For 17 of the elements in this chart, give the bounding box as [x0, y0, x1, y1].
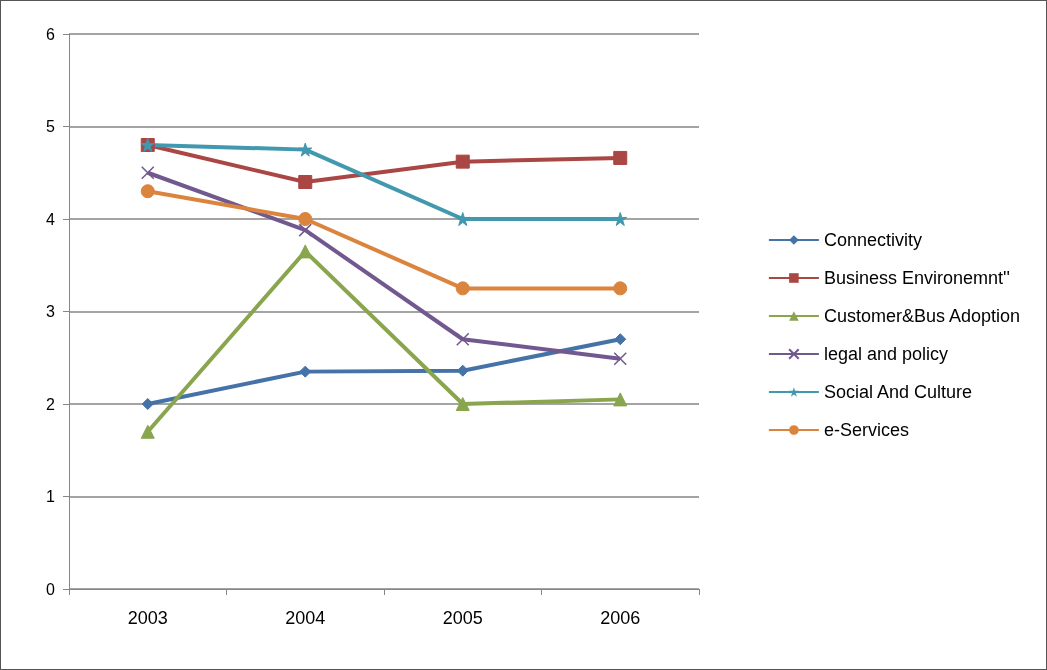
x-tick-label: 2003 — [127, 608, 168, 628]
y-tick-label: 3 — [46, 303, 56, 320]
legend-label: Customer&Bus Adoption — [823, 306, 1021, 326]
y-tick-label: 4 — [46, 210, 56, 228]
x-tick-label: 2005 — [442, 608, 483, 628]
y-tick-label: 1 — [46, 488, 56, 505]
y-tick-label: 6 — [46, 25, 56, 43]
legend-label: legal and policy — [823, 344, 948, 364]
y-tick-label: 2 — [46, 395, 56, 413]
legend-label: e-Services — [823, 420, 909, 440]
x-tick-label: 2006 — [600, 608, 641, 628]
legend-label: Connectivity — [823, 230, 922, 250]
x-tick-label: 2004 — [285, 608, 326, 628]
y-tick-label: 0 — [46, 580, 56, 598]
y-tick-label: 5 — [46, 118, 56, 135]
legend-label: Business Environemnt'' — [823, 268, 1010, 288]
legend-label: Social And Culture — [823, 382, 972, 402]
